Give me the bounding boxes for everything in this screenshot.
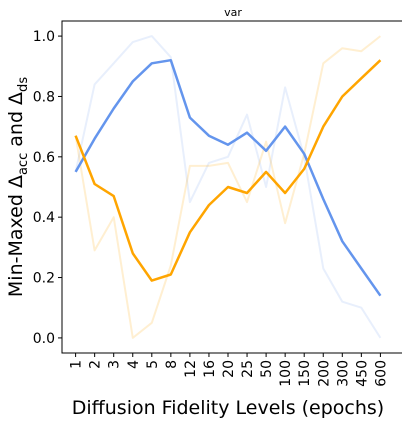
series-line-1	[74, 35, 382, 339]
x-tick-label: 25	[240, 360, 256, 378]
y-tick-label: 0.2	[33, 271, 55, 287]
x-tick-label: 50	[259, 360, 275, 378]
plot-lines	[74, 35, 382, 339]
y-tick-label: 0.8	[33, 89, 55, 105]
x-tick-label: 5	[145, 360, 161, 369]
x-tick-label: 300	[335, 360, 351, 387]
y-tick-label: 1.0	[33, 29, 55, 45]
series-line-3	[74, 59, 382, 282]
y-axis-label: Min-Maxed Δacc and Δds	[5, 77, 31, 297]
x-tick-label: 150	[297, 360, 313, 387]
y-tick-label: 0.4	[33, 210, 55, 226]
x-tick-label: 1	[69, 360, 85, 369]
x-tick-label: 16	[202, 360, 218, 378]
y-tick-label: 0.0	[33, 331, 55, 347]
x-tick-label: 2	[88, 360, 104, 369]
chart-title: var	[224, 6, 242, 19]
x-tick-label: 4	[126, 360, 142, 369]
series-line-0	[74, 35, 382, 339]
x-tick-label: 200	[316, 360, 332, 387]
x-tick-label: 100	[278, 360, 294, 387]
series-line-2	[74, 58, 382, 297]
plot-frame	[61, 20, 402, 354]
x-tick-label: 12	[183, 360, 199, 378]
x-tick-label: 8	[164, 360, 180, 369]
x-axis-label: Diffusion Fidelity Levels (epochs)	[72, 397, 384, 419]
x-tick-label: 450	[354, 360, 370, 387]
x-tick-label: 20	[221, 360, 237, 378]
x-axis: 1 2 3 4 5 8 12 16 20 25 50 100 150 200 300 450 600	[69, 353, 389, 387]
y-tick-label: 0.6	[33, 150, 55, 166]
y-axis: 0.0 0.2 0.4 0.6 0.8 1.0	[33, 29, 62, 347]
x-tick-label: 3	[107, 360, 123, 369]
x-tick-label: 600	[373, 360, 389, 387]
